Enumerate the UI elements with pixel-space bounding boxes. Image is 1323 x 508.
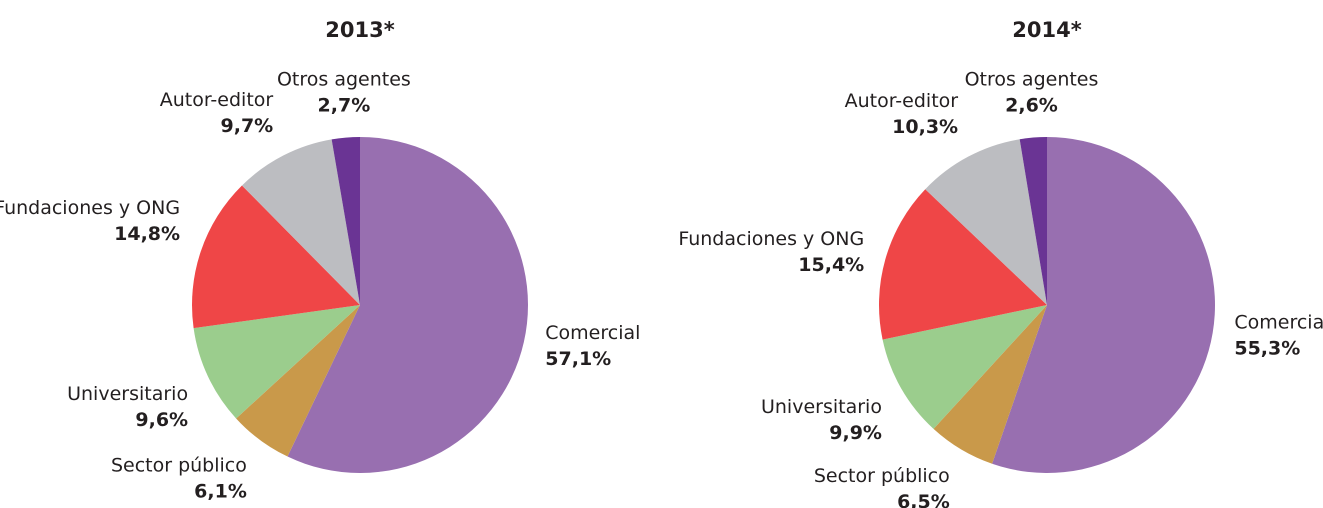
slice-label: Autor-editor (845, 90, 959, 112)
slice-label: Otros agentes (965, 69, 1099, 91)
slice-value-label: 2,7% (318, 95, 371, 117)
slice-label: Otros agentes (277, 69, 411, 91)
pie-slice (331, 137, 360, 305)
slice-label: Fundaciones y ONG (0, 197, 180, 219)
slice-value-label: 9,7% (221, 115, 274, 137)
slice-value-label: 14,8% (114, 223, 180, 245)
slice-value-label: 6,1% (194, 481, 247, 503)
slice-value-label: 9,6% (135, 409, 188, 431)
pie-slice (287, 137, 528, 474)
pie-slice (882, 305, 1047, 429)
slice-value-label: 9,9% (829, 422, 882, 444)
pie-slice (191, 185, 360, 329)
slice-label: Universitario (67, 383, 188, 405)
slice-label: Sector público (814, 465, 950, 487)
slice-label: Comercial (1234, 311, 1323, 333)
slice-label: Comercial (545, 322, 640, 344)
pie-slice (933, 305, 1047, 464)
slice-value-label: 55,3% (1234, 337, 1300, 359)
slice-label: Sector público (111, 455, 247, 477)
slice-value-label: 2,6% (1005, 95, 1058, 117)
pie-slice (879, 189, 1047, 340)
chart-title: 2014* (1012, 18, 1081, 42)
pie-slice (193, 305, 360, 419)
pie-slice (241, 139, 360, 305)
pie-slice (925, 139, 1047, 305)
pie-slice (1019, 137, 1047, 305)
chart-title: 2013* (325, 18, 394, 42)
pie-slice (236, 305, 360, 457)
slice-value-label: 6,5% (897, 491, 950, 508)
slice-label: Fundaciones y ONG (678, 228, 864, 250)
slice-value-label: 15,4% (798, 254, 864, 276)
slice-value-label: 57,1% (545, 348, 611, 370)
slice-value-label: 10,3% (892, 116, 958, 138)
pie-slice (992, 137, 1216, 473)
slice-label: Universitario (761, 396, 882, 418)
slice-label: Autor-editor (160, 89, 274, 111)
